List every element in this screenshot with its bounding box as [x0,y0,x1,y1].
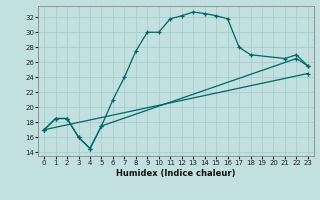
X-axis label: Humidex (Indice chaleur): Humidex (Indice chaleur) [116,169,236,178]
